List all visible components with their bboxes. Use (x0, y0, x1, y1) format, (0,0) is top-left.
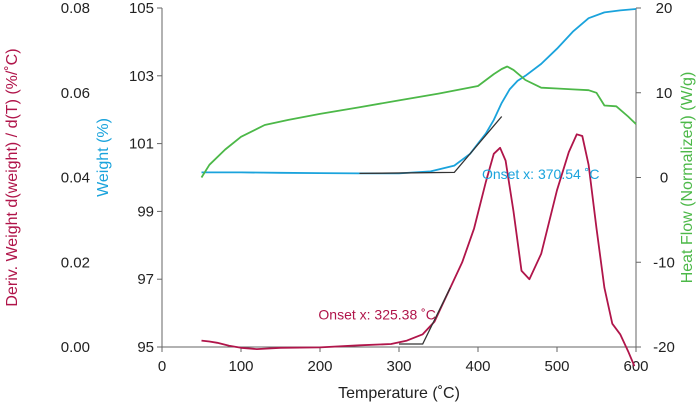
deriv-tick-label: 0.02 (61, 254, 90, 271)
x-tick-label: 300 (386, 358, 411, 375)
onset-tangent-line (399, 287, 451, 345)
axis-labels: Temperature (˚C) Deriv. Weight d(weight)… (4, 48, 696, 402)
x-tick-label: 0 (158, 358, 166, 375)
weight-tick-label: 99 (137, 203, 154, 220)
weight-tick-label: 97 (137, 271, 154, 288)
weight-tick-label: 101 (129, 136, 154, 153)
weight-axis-label: Weight (%) (95, 118, 112, 197)
x-tick-label: 100 (228, 358, 253, 375)
deriv-weight-axis-label: Deriv. Weight d(weight) / d(T) (%/˚C) (4, 48, 21, 306)
onset-annotation: Onset x: 370.54 ˚C (482, 166, 600, 182)
deriv-tick-label: 0.04 (61, 170, 90, 187)
weight-tick-label: 103 (129, 68, 154, 85)
x-axis-label: Temperature (˚C) (338, 385, 460, 402)
onset-tangent-line (359, 116, 503, 175)
heat-flow-tick-label: 20 (656, 0, 673, 17)
deriv-tick-label: 0.08 (61, 0, 90, 17)
deriv-weight-line (201, 133, 636, 367)
annotation-layer: Onset x: 370.54 ˚C Onset x: 325.38 ˚C (318, 166, 599, 322)
onset-annotation: Onset x: 325.38 ˚C (318, 306, 436, 322)
heat-flow-tick-label: 0 (660, 170, 668, 187)
x-tick-label: 600 (623, 358, 648, 375)
x-tick-label: 200 (307, 358, 332, 375)
weight-line (201, 8, 637, 175)
x-tick-label: 400 (465, 358, 490, 375)
heat-flow-tick-label: -20 (653, 339, 675, 356)
heat-flow-tick-label: 10 (656, 85, 673, 102)
heat-flow-line (200, 65, 637, 178)
heat-flow-tick-label: -10 (653, 254, 675, 271)
weight-tick-label: 95 (137, 339, 154, 356)
x-tick-label: 500 (544, 358, 569, 375)
axis-ticks: 0 100 200 300 400 500 6000.000.020.040.060.089… (61, 0, 675, 375)
series-layer (200, 8, 637, 367)
deriv-tick-label: 0.06 (61, 85, 90, 102)
heat-flow-axis-label: Heat Flow (Normalized) (W/g) (679, 72, 696, 284)
deriv-tick-label: 0.00 (61, 339, 90, 356)
weight-tick-label: 105 (129, 0, 154, 17)
